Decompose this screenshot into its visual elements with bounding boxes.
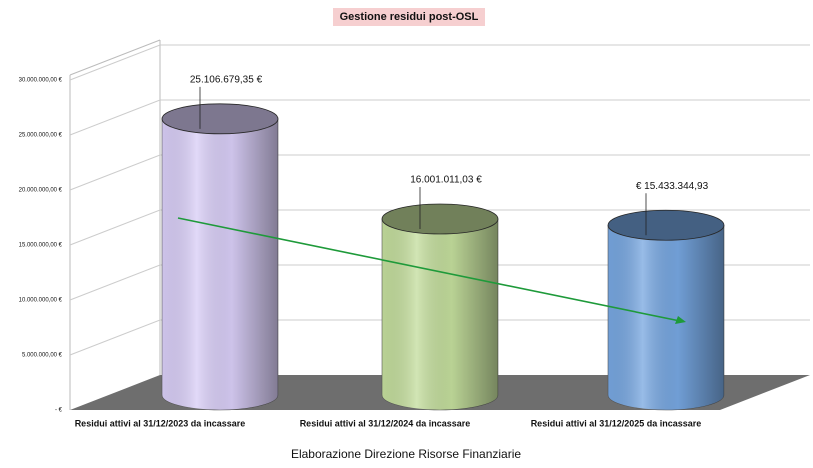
cylinder-top-shade xyxy=(382,203,498,234)
x-tick-label: Residui attivi al 31/12/2023 da incassar… xyxy=(75,418,246,428)
grid-line xyxy=(69,99,810,136)
wall-top xyxy=(69,39,161,76)
cylinder-top xyxy=(607,209,725,241)
chart-title: Gestione residui post-OSL xyxy=(340,11,479,23)
y-tick-label: 5.000.000,00 € xyxy=(22,353,63,359)
cylinder-top xyxy=(381,203,499,235)
value-label: 25.106.679,35 € xyxy=(190,74,263,85)
x-tick-label: Residui attivi al 31/12/2024 da incassar… xyxy=(300,418,471,428)
cylinder-top-shade xyxy=(162,103,278,134)
trend-arrow xyxy=(675,316,686,324)
value-label: 16.001.011,03 € xyxy=(410,175,482,186)
x-tick-label: Residui attivi al 31/12/2025 da incassar… xyxy=(531,418,702,428)
cylinder-shade xyxy=(162,118,278,410)
grid-line xyxy=(69,209,810,246)
grid-line xyxy=(69,264,810,301)
y-tick-label: 30.000.000,00 € xyxy=(19,78,63,84)
grid-line xyxy=(69,319,810,356)
trend-line xyxy=(177,217,681,322)
y-tick-label: 25.000.000,00 € xyxy=(19,133,63,139)
title-bg xyxy=(333,8,485,26)
grid-line xyxy=(69,44,810,81)
grid-line xyxy=(69,154,810,191)
cylinder-shade xyxy=(382,218,498,410)
value-label: € 15.433.344,93 xyxy=(636,181,709,192)
y-tick-label: 10.000.000,00 € xyxy=(19,298,63,304)
caption: Elaborazione Direzione Risorse Finanziar… xyxy=(291,447,521,461)
cylinder-top xyxy=(161,103,279,135)
y-tick-label: 20.000.000,00 € xyxy=(19,188,63,194)
cylinder-top-shade xyxy=(608,210,724,241)
y-tick-label: - € xyxy=(55,408,63,414)
y-tick-label: 15.000.000,00 € xyxy=(19,243,63,249)
